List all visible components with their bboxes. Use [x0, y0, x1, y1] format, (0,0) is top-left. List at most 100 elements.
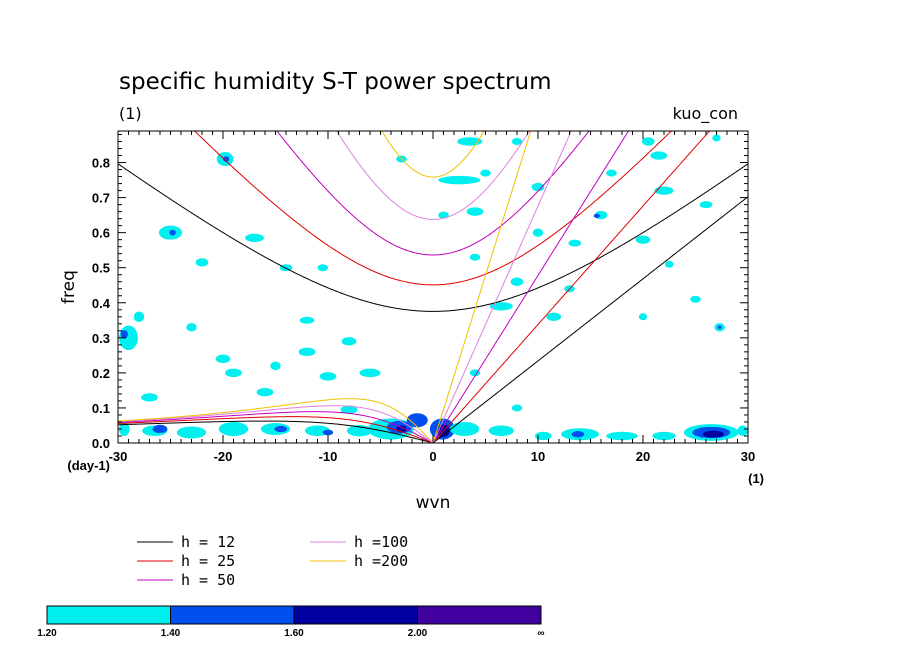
dispersion-curve	[432, 131, 711, 443]
contour-blob	[606, 169, 617, 177]
dispersion-curve	[118, 405, 434, 443]
dispersion-curve	[336, 131, 530, 220]
dispersion-curve	[432, 196, 748, 443]
contour-blob	[457, 137, 483, 146]
run-label: kuo_con	[673, 104, 738, 124]
contour-blob	[223, 156, 230, 162]
contour-blob	[359, 368, 381, 378]
chart-title: specific humidity S-T power spectrum	[119, 69, 551, 95]
contour-blob	[652, 431, 676, 441]
contour-blob	[186, 323, 197, 332]
colorbar-label: ∞	[537, 628, 544, 639]
contour-blob	[568, 239, 582, 247]
dispersion-curve	[381, 131, 485, 178]
contour-blob	[606, 431, 638, 441]
y-tick-label: 0.2	[92, 366, 110, 381]
contour-blob	[340, 405, 358, 414]
legend-label: h =100	[354, 533, 408, 551]
colorbar-label: 1.40	[161, 628, 181, 639]
contour-blob	[133, 311, 145, 323]
contour-blob	[534, 431, 552, 441]
axis-ticks: -30 -20 -10 0 10 20 30 0.0 0.1 0.2 0.3 0.4 0.5 0.6 0.7…	[92, 131, 755, 464]
dispersion-curve	[118, 163, 748, 312]
contour-blob	[141, 393, 158, 402]
contour-blob	[406, 413, 428, 428]
x-tick-label: -20	[214, 449, 233, 464]
contour-blob	[511, 404, 523, 412]
contour-fill-layer	[119, 134, 748, 441]
contour-blob	[489, 302, 513, 311]
contour-blob	[341, 337, 357, 346]
contour-blob	[665, 260, 674, 268]
contour-blob	[322, 429, 334, 436]
contour-blob	[712, 134, 721, 142]
chart-subtitle: (1)	[119, 104, 142, 123]
contour-blob	[176, 426, 207, 439]
contour-blob	[638, 313, 648, 321]
x-unit-label: (1)	[748, 471, 764, 486]
contour-blob	[225, 368, 242, 378]
contour-blob	[449, 421, 480, 436]
y-tick-label: 0.5	[92, 261, 110, 276]
contour-blob	[152, 424, 168, 434]
contour-blob	[438, 175, 481, 185]
contour-blob	[319, 372, 337, 381]
legend-label: h =200	[354, 552, 408, 570]
colorbar-segment	[417, 605, 542, 625]
dispersion-curve	[193, 131, 673, 286]
contour-blob	[298, 347, 316, 357]
x-tick-label: 0	[429, 449, 436, 464]
legend-label: h = 25	[181, 552, 235, 570]
legend-label: h = 12	[181, 533, 235, 551]
dispersion-curves-layer	[118, 131, 748, 443]
contour-blob	[245, 233, 264, 243]
x-axis-label: wvn	[416, 493, 451, 513]
contour-blob	[593, 213, 600, 218]
dispersion-curve	[118, 398, 434, 443]
y-tick-label: 0.0	[92, 436, 110, 451]
contour-blob	[438, 211, 449, 219]
contour-blob	[532, 228, 544, 237]
legend-label: h = 50	[181, 571, 235, 589]
colorbar-segment	[170, 605, 295, 625]
dispersion-curve	[118, 411, 434, 443]
contour-blob	[650, 151, 668, 160]
x-tick-label: 10	[531, 449, 545, 464]
contour-blob	[466, 207, 484, 216]
contour-blob	[571, 431, 585, 438]
y-tick-label: 0.1	[92, 401, 110, 416]
contour-blob	[511, 138, 523, 146]
contour-blob	[699, 201, 713, 209]
y-unit-label: (day-1)	[67, 458, 110, 473]
contour-blob	[119, 421, 130, 436]
dispersion-curve	[118, 420, 434, 443]
x-tick-label: 30	[741, 449, 755, 464]
dispersion-curve	[276, 131, 590, 256]
y-tick-label: 0.8	[92, 156, 110, 171]
contour-blob	[218, 421, 249, 436]
colorbar-segment	[293, 605, 418, 625]
contour-blob	[654, 186, 674, 195]
x-tick-label: 20	[636, 449, 650, 464]
colorbar: 1.20 1.40 1.60 2.00 ∞	[37, 605, 545, 639]
x-tick-label: -10	[319, 449, 338, 464]
contour-blob	[488, 425, 514, 436]
y-tick-label: 0.3	[92, 331, 110, 346]
contour-blob	[635, 235, 651, 244]
contour-blob	[274, 425, 288, 433]
contour-blob	[717, 325, 722, 330]
y-tick-label: 0.7	[92, 191, 110, 206]
contour-blob	[702, 430, 724, 438]
contour-blob	[737, 425, 748, 436]
dispersion-curve	[432, 131, 630, 443]
contour-blob	[641, 137, 655, 146]
contour-blob	[215, 354, 231, 364]
contour-blob	[531, 182, 545, 192]
colorbar-label: 1.60	[284, 628, 304, 639]
contour-blob	[256, 387, 274, 397]
contour-blob	[690, 295, 701, 303]
contour-blob	[510, 277, 524, 286]
y-tick-label: 0.6	[92, 226, 110, 241]
